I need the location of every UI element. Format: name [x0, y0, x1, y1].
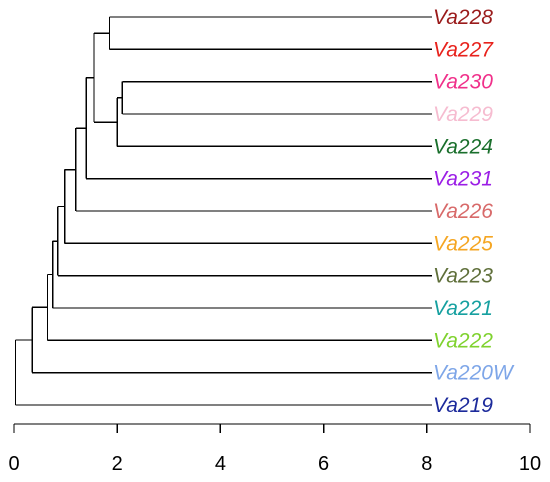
leaf-label-va226: Va226: [433, 200, 493, 223]
leaf-label-va221: Va221: [433, 297, 493, 320]
x-tick-label-10: 10: [519, 453, 541, 475]
x-tick-label-0: 0: [8, 453, 19, 475]
leaf-label-va231: Va231: [433, 168, 493, 191]
x-tick-label-4: 4: [215, 453, 226, 475]
x-axis: 0 2 4 6 8 10: [8, 423, 541, 475]
dendrogram-branches: [14, 16, 432, 406]
x-tick-label-2: 2: [112, 453, 123, 475]
leaf-label-va227: Va227: [433, 38, 494, 61]
leaf-labels: Va228 Va227 Va230 Va229 Va224 Va231 Va226 Va225…: [433, 6, 515, 417]
leaf-label-va220w: Va220W: [433, 362, 515, 385]
leaf-label-va224: Va224: [433, 135, 493, 158]
leaf-label-va222: Va222: [433, 329, 493, 352]
leaf-label-va219: Va219: [433, 394, 493, 417]
x-tick-label-6: 6: [318, 453, 329, 475]
x-tick-label-8: 8: [421, 453, 432, 475]
leaf-label-va229: Va229: [433, 103, 493, 126]
leaf-label-va230: Va230: [433, 71, 493, 94]
leaf-label-va225: Va225: [433, 232, 493, 255]
leaf-label-va223: Va223: [433, 265, 493, 288]
leaf-label-va228: Va228: [433, 6, 493, 29]
